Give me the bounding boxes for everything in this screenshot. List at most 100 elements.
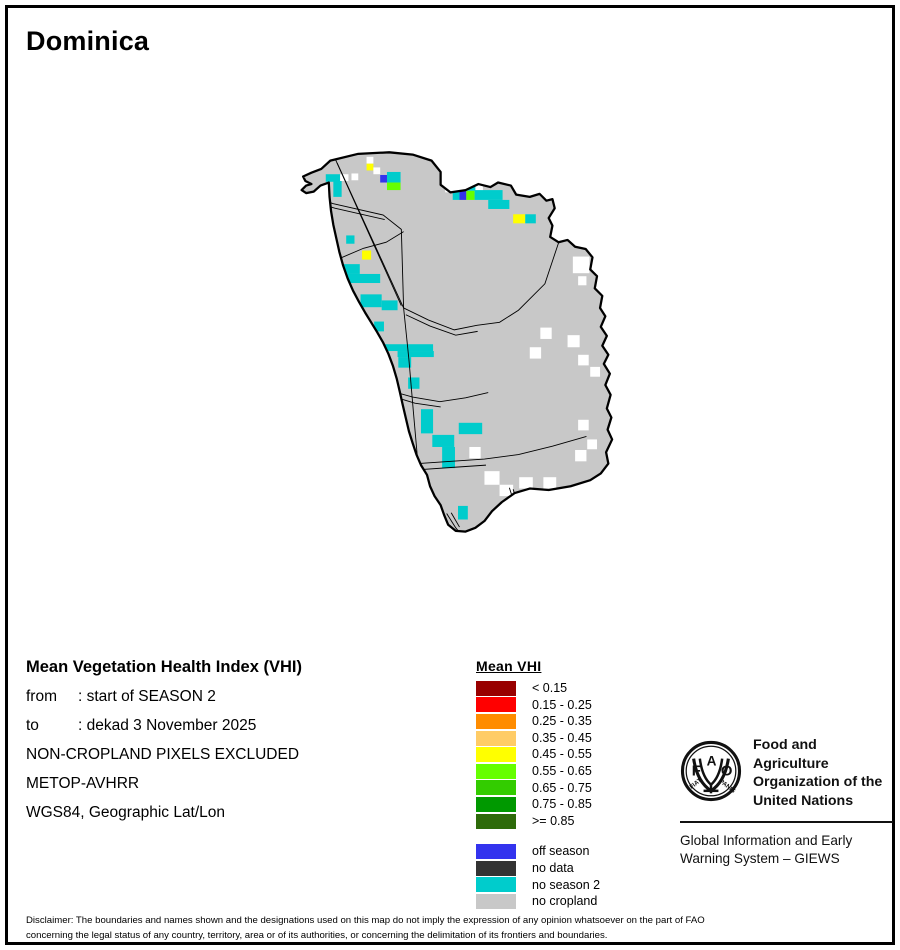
vhi-cell: [575, 450, 587, 462]
legend-label: < 0.15: [532, 681, 568, 696]
vhi-cell: [484, 471, 500, 485]
vhi-cell: [445, 172, 465, 184]
vhi-cell: [380, 174, 387, 183]
land-base-fill: [301, 152, 613, 532]
disclaimer-line1: Disclaimer: The boundaries and names sho…: [26, 915, 705, 926]
vhi-cell: [337, 273, 381, 284]
fao-header: F A O FIAT PANIS Food and Agriculture Or…: [680, 736, 895, 811]
vhi-cell: [351, 173, 359, 181]
legend-row-special[interactable]: no cropland: [476, 893, 656, 910]
legend-row-class[interactable]: < 0.15: [476, 680, 656, 697]
from-value: : start of SEASON 2: [78, 688, 216, 705]
map-container[interactable]: [288, 78, 628, 618]
vhi-cell: [578, 276, 587, 286]
legend-label: 0.45 - 0.55: [532, 747, 592, 762]
legend-label: 0.75 - 0.85: [532, 797, 592, 812]
vhi-cell: [567, 335, 580, 348]
legend-swatch: [476, 893, 516, 909]
legend-swatch: [476, 713, 516, 729]
page-title: Dominica: [26, 26, 150, 56]
vhi-cell: [386, 182, 401, 191]
legend-row-special[interactable]: no season 2: [476, 877, 656, 894]
vhi-cell: [578, 354, 589, 366]
legend-class-list: < 0.15 0.15 - 0.25 0.25 - 0.35 0.35 - 0.45 0…: [476, 680, 656, 829]
svg-text:F: F: [692, 763, 701, 779]
legend-label: no data: [532, 860, 574, 875]
fao-branding: F A O FIAT PANIS Food and Agriculture Or…: [680, 736, 895, 869]
legend-swatch: [476, 877, 516, 893]
fao-name-line2: Organization of the: [753, 774, 883, 791]
map-legend: Mean VHI < 0.15 0.15 - 0.25 0.25 - 0.35 0.3…: [476, 658, 656, 910]
fao-logo-icon: F A O FIAT PANIS: [680, 740, 742, 807]
legend-swatch: [476, 763, 516, 779]
legend-swatch: [476, 697, 516, 713]
fao-divider: [680, 820, 893, 823]
disclaimer: Disclaimer: The boundaries and names sho…: [26, 914, 886, 944]
legend-row-class[interactable]: 0.35 - 0.45: [476, 730, 656, 747]
dominica-choropleth-map[interactable]: [288, 78, 628, 618]
legend-row-class[interactable]: 0.25 - 0.35: [476, 713, 656, 730]
vhi-cell: [398, 357, 412, 368]
legend-title: Mean VHI: [476, 658, 542, 674]
vhi-cell: [341, 181, 350, 195]
svg-text:O: O: [721, 763, 733, 779]
vhi-cell: [381, 300, 398, 311]
legend-label: no cropland: [532, 894, 598, 909]
vhi-cell: [543, 477, 557, 489]
legend-row-class[interactable]: 0.65 - 0.75: [476, 780, 656, 797]
legend-label: no season 2: [532, 877, 601, 892]
info-row-from: from: start of SEASON 2: [26, 688, 446, 706]
vhi-cell: [366, 156, 374, 164]
vhi-cell: [408, 377, 420, 389]
giews-line2: Warning System – GIEWS: [680, 851, 840, 867]
info-projection: WGS84, Geographic Lat/Lon: [26, 804, 226, 821]
legend-swatch: [476, 813, 516, 829]
to-value: : dekad 3 November 2025: [78, 717, 257, 734]
legend-row-special[interactable]: off season: [476, 843, 656, 860]
vhi-cell: [519, 477, 533, 489]
vhi-cell: [474, 190, 503, 200]
vhi-cell: [373, 167, 381, 175]
vhi-cell: [587, 439, 598, 450]
legend-swatch: [476, 747, 516, 763]
legend-swatch: [476, 844, 516, 860]
legend-row-class[interactable]: 0.15 - 0.25: [476, 697, 656, 714]
legend-row-class[interactable]: >= 0.85: [476, 813, 656, 830]
map-land-layer: [301, 152, 613, 532]
vhi-cell: [488, 199, 510, 209]
legend-row-class[interactable]: 0.45 - 0.55: [476, 746, 656, 763]
info-heading: Mean Vegetation Health Index (VHI): [26, 658, 302, 676]
vhi-cell: [386, 171, 401, 183]
vhi-cell: [540, 327, 552, 339]
vhi-cell: [459, 190, 467, 200]
disclaimer-line2: concerning the legal status of any count…: [26, 929, 608, 941]
legend-swatch: [476, 796, 516, 812]
vhi-cell: [572, 256, 590, 274]
legend-label: off season: [532, 844, 590, 859]
vhi-cell: [573, 233, 587, 247]
info-cropland-note: NON-CROPLAND PIXELS EXCLUDED: [26, 746, 300, 763]
fao-organization-name: Food and Agriculture Organization of the…: [753, 736, 895, 811]
vhi-cell: [578, 419, 589, 431]
vhi-cell: [590, 366, 601, 377]
vhi-cell: [432, 434, 455, 447]
info-row-to: to: dekad 3 November 2025: [26, 717, 446, 735]
vhi-cell: [360, 294, 382, 308]
legend-row-class[interactable]: 0.55 - 0.65: [476, 763, 656, 780]
page-frame: Dominica: [5, 5, 895, 945]
vhi-cell: [366, 163, 374, 171]
info-sensor: METOP-AVHRR: [26, 775, 140, 792]
legend-label: 0.35 - 0.45: [532, 730, 592, 745]
vhi-cell: [442, 446, 455, 469]
legend-row-class[interactable]: 0.75 - 0.85: [476, 796, 656, 813]
vhi-cell: [325, 174, 341, 182]
legend-swatch: [476, 780, 516, 796]
vhi-cell: [513, 214, 526, 224]
legend-swatch: [476, 730, 516, 746]
vhi-cell: [374, 321, 384, 332]
legend-row-special[interactable]: no data: [476, 860, 656, 877]
map-info-block: Mean Vegetation Health Index (VHI) from:…: [26, 658, 446, 833]
vhi-cell: [333, 181, 342, 197]
vhi-cell: [337, 264, 360, 274]
vhi-cell: [420, 409, 434, 434]
